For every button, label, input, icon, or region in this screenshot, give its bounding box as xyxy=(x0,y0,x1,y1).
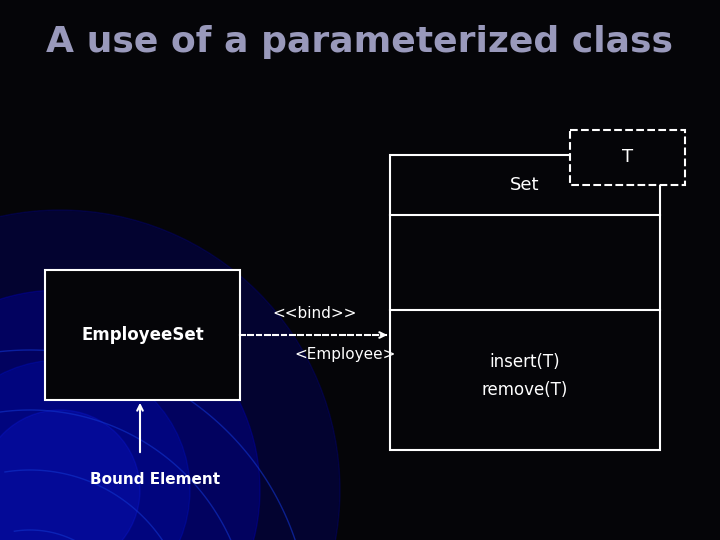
Text: remove(T): remove(T) xyxy=(482,381,568,399)
Text: EmployeeSet: EmployeeSet xyxy=(81,326,204,344)
Circle shape xyxy=(0,360,190,540)
Text: A use of a parameterized class: A use of a parameterized class xyxy=(47,25,673,59)
Text: <<bind>>: <<bind>> xyxy=(273,306,357,321)
Circle shape xyxy=(0,290,260,540)
Bar xyxy=(390,155,660,450)
Text: insert(T): insert(T) xyxy=(490,353,560,371)
Circle shape xyxy=(0,210,340,540)
Bar xyxy=(570,130,685,185)
Text: <Employee>: <Employee> xyxy=(294,348,396,362)
Text: Set: Set xyxy=(510,176,540,194)
Text: T: T xyxy=(622,148,633,166)
Bar xyxy=(45,270,240,400)
Text: Bound Element: Bound Element xyxy=(90,472,220,488)
Circle shape xyxy=(0,410,140,540)
